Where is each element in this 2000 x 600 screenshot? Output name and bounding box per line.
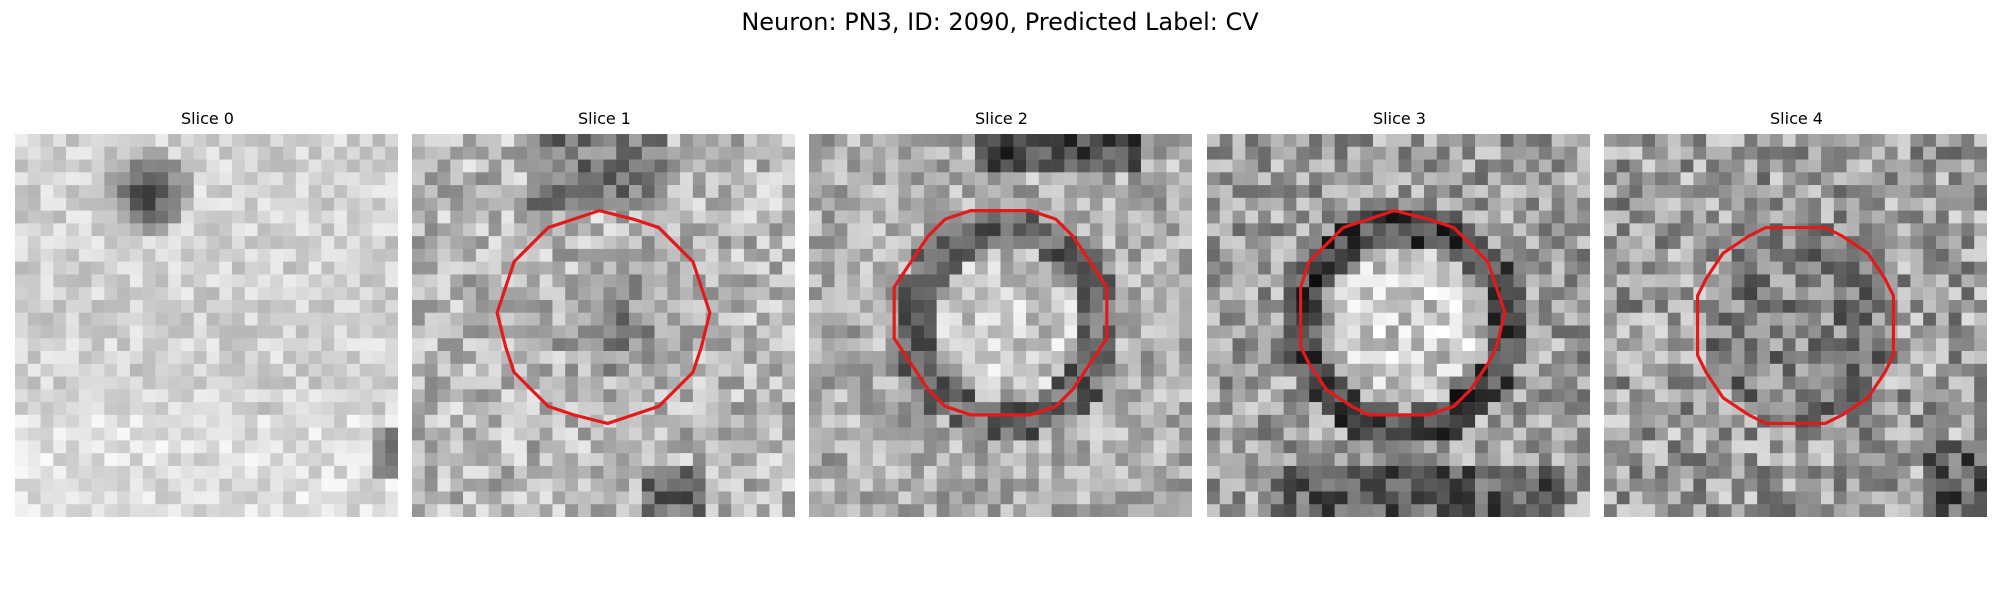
segmentation-contour xyxy=(495,208,712,426)
slice-image xyxy=(1207,134,1590,517)
slice-title: Slice 3 xyxy=(1373,109,1426,128)
figure-title: Neuron: PN3, ID: 2090, Predicted Label: … xyxy=(741,8,1259,36)
slice-panel-4: Slice 4 xyxy=(1604,108,1989,517)
slice-image xyxy=(15,134,398,517)
slice-image xyxy=(412,134,795,517)
segmentation-contour xyxy=(1298,208,1507,417)
slice-title: Slice 2 xyxy=(975,109,1028,128)
segmentation-contour xyxy=(892,209,1109,417)
slice-title: Slice 0 xyxy=(181,109,234,128)
slice-image xyxy=(1604,134,1987,517)
slice-image xyxy=(809,134,1192,517)
slice-title: Slice 4 xyxy=(1770,109,1823,128)
slice-panel-3: Slice 3 xyxy=(1207,108,1592,517)
slice-panel-0: Slice 0 xyxy=(15,108,400,517)
segmentation-contour xyxy=(1695,225,1896,426)
slice-title: Slice 1 xyxy=(578,109,631,128)
slice-panel-2: Slice 2 xyxy=(809,108,1194,517)
slice-panel-1: Slice 1 xyxy=(412,108,797,517)
